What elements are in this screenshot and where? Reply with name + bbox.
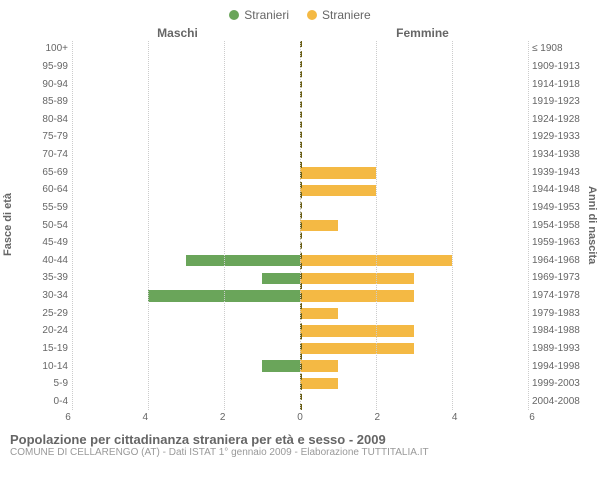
y-tick-birth: 1959-1963 [532,234,584,252]
bar-female [300,308,338,319]
y-axis-right-ticks: ≤ 19081909-19131914-19181919-19231924-19… [528,40,584,410]
y-tick-birth: ≤ 1908 [532,40,584,58]
gridline [376,41,377,410]
y-tick-age: 35-39 [16,269,68,287]
y-axis-right-title: Anni di nascita [584,40,600,410]
y-tick-age: 100+ [16,40,68,58]
header-male: Maschi [0,26,300,40]
bar-male [186,255,300,266]
x-tick: 0 [297,412,303,423]
y-tick-birth: 1929-1933 [532,128,584,146]
y-tick-birth: 1989-1993 [532,340,584,358]
legend: Stranieri Straniere [0,0,600,22]
x-tick: 6 [529,412,535,423]
bar-female [300,273,414,284]
y-axis-left-title: Fasce di età [0,40,16,410]
y-tick-age: 80-84 [16,111,68,129]
y-tick-birth: 1974-1978 [532,287,584,305]
gridline [300,41,301,410]
y-tick-birth: 2004-2008 [532,393,584,411]
y-tick-age: 95-99 [16,58,68,76]
x-tick: 2 [375,412,381,423]
legend-label-female: Straniere [322,8,371,22]
y-tick-age: 40-44 [16,252,68,270]
legend-swatch-male [229,10,239,20]
legend-item-male: Stranieri [229,8,289,22]
y-tick-birth: 1909-1913 [532,58,584,76]
population-pyramid-chart: Fasce di età 100+95-9990-9485-8980-8475-… [0,40,600,410]
y-tick-birth: 1994-1998 [532,357,584,375]
y-tick-age: 0-4 [16,393,68,411]
bar-female [300,220,338,231]
bar-female [300,343,414,354]
y-tick-age: 70-74 [16,146,68,164]
y-tick-age: 45-49 [16,234,68,252]
y-tick-age: 55-59 [16,199,68,217]
caption-subtitle: COMUNE DI CELLARENGO (AT) - Dati ISTAT 1… [10,447,590,458]
y-tick-birth: 1999-2003 [532,375,584,393]
y-tick-age: 20-24 [16,322,68,340]
y-tick-birth: 1934-1938 [532,146,584,164]
y-tick-birth: 1924-1928 [532,111,584,129]
y-tick-birth: 1979-1983 [532,304,584,322]
y-tick-age: 25-29 [16,304,68,322]
y-axis-left-ticks: 100+95-9990-9485-8980-8475-7970-7465-696… [16,40,72,410]
y-tick-age: 60-64 [16,181,68,199]
y-tick-birth: 1919-1923 [532,93,584,111]
bar-male [262,273,300,284]
caption-title: Popolazione per cittadinanza straniera p… [10,432,590,447]
y-tick-birth: 1914-1918 [532,75,584,93]
y-tick-age: 50-54 [16,216,68,234]
gridline [72,41,73,410]
y-tick-age: 90-94 [16,75,68,93]
x-tick: 2 [220,412,226,423]
bar-male [262,360,300,371]
legend-item-female: Straniere [307,8,371,22]
plot-area [72,40,528,410]
y-tick-age: 65-69 [16,163,68,181]
x-tick: 4 [452,412,458,423]
bar-female [300,185,376,196]
y-tick-birth: 1954-1958 [532,216,584,234]
header-female: Femmine [300,26,600,40]
y-tick-birth: 1949-1953 [532,199,584,217]
caption: Popolazione per cittadinanza straniera p… [0,426,600,458]
column-headers: Maschi Femmine [0,26,600,40]
gridline [224,41,225,410]
y-tick-birth: 1984-1988 [532,322,584,340]
y-tick-age: 85-89 [16,93,68,111]
bar-female [300,378,338,389]
legend-swatch-female [307,10,317,20]
y-tick-birth: 1969-1973 [532,269,584,287]
legend-label-male: Stranieri [244,8,289,22]
bar-female [300,360,338,371]
y-tick-age: 30-34 [16,287,68,305]
y-tick-birth: 1964-1968 [532,252,584,270]
gridline [528,41,529,410]
y-tick-age: 15-19 [16,340,68,358]
bar-female [300,167,376,178]
bar-female [300,325,414,336]
y-tick-age: 10-14 [16,357,68,375]
x-axis: 6 4 2 0 2 4 6 [0,412,600,426]
y-tick-age: 5-9 [16,375,68,393]
x-tick: 4 [143,412,149,423]
gridline [452,41,453,410]
y-tick-age: 75-79 [16,128,68,146]
bar-female [300,290,414,301]
gridline [148,41,149,410]
y-tick-birth: 1939-1943 [532,163,584,181]
y-tick-birth: 1944-1948 [532,181,584,199]
x-tick: 6 [65,412,71,423]
